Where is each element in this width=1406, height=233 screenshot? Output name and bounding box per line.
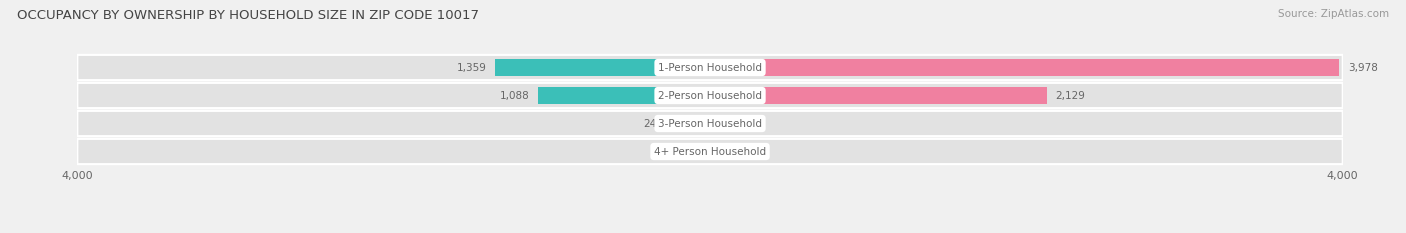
Text: 4+ Person Household: 4+ Person Household bbox=[654, 147, 766, 157]
Text: 3,978: 3,978 bbox=[1348, 62, 1378, 72]
Text: 242: 242 bbox=[643, 119, 664, 129]
Bar bbox=[710, 87, 1047, 104]
Text: 1,359: 1,359 bbox=[457, 62, 486, 72]
Bar bbox=[495, 59, 710, 76]
Bar bbox=[710, 115, 730, 132]
Text: 1,088: 1,088 bbox=[499, 90, 529, 100]
Bar bbox=[710, 59, 1340, 76]
Text: 121: 121 bbox=[738, 147, 758, 157]
Text: OCCUPANCY BY OWNERSHIP BY HOUSEHOLD SIZE IN ZIP CODE 10017: OCCUPANCY BY OWNERSHIP BY HOUSEHOLD SIZE… bbox=[17, 9, 479, 22]
Bar bbox=[710, 143, 730, 160]
Bar bbox=[538, 87, 710, 104]
Text: 2-Person Household: 2-Person Household bbox=[658, 90, 762, 100]
FancyBboxPatch shape bbox=[77, 139, 1343, 164]
Text: 110: 110 bbox=[664, 147, 683, 157]
Text: Source: ZipAtlas.com: Source: ZipAtlas.com bbox=[1278, 9, 1389, 19]
Text: 3-Person Household: 3-Person Household bbox=[658, 119, 762, 129]
Bar bbox=[693, 143, 710, 160]
Text: 1-Person Household: 1-Person Household bbox=[658, 62, 762, 72]
Text: 128: 128 bbox=[740, 119, 759, 129]
FancyBboxPatch shape bbox=[77, 55, 1343, 80]
Text: 2,129: 2,129 bbox=[1056, 90, 1085, 100]
FancyBboxPatch shape bbox=[77, 83, 1343, 108]
FancyBboxPatch shape bbox=[77, 111, 1343, 136]
Bar bbox=[672, 115, 710, 132]
